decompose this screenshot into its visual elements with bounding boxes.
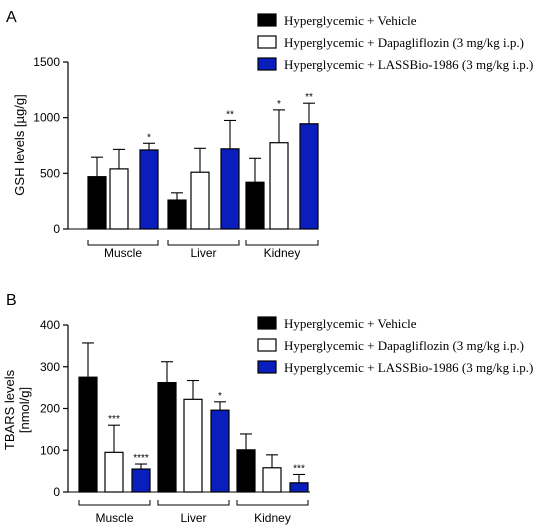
- bar: [289, 482, 309, 493]
- bar: [220, 148, 240, 230]
- bar: [157, 382, 177, 493]
- y-axis-label: TBARS levels[nmol/g]: [2, 369, 32, 450]
- legend-swatch: [257, 338, 277, 352]
- legend-label: Hyperglycemic + Vehicle: [284, 13, 417, 28]
- category-bracket: [245, 240, 319, 246]
- bar: [269, 142, 289, 230]
- bar: [183, 398, 203, 493]
- panel-label: A: [6, 9, 17, 26]
- y-axis-label-line: TBARS levels: [2, 369, 17, 450]
- y-tick-label: 500: [40, 166, 60, 180]
- legend-label: Hyperglycemic + Dapagliflozin (3 mg/kg i…: [284, 35, 524, 50]
- category-bracket: [167, 240, 240, 246]
- legend-swatch: [257, 316, 277, 330]
- y-tick-label: 0: [53, 485, 60, 499]
- significance-marker: **: [305, 92, 313, 103]
- legend-swatch: [257, 57, 277, 71]
- legend-label: Hyperglycemic + Dapagliflozin (3 mg/kg i…: [284, 338, 524, 353]
- legend-swatch: [257, 360, 277, 374]
- legend-swatch: [257, 35, 277, 49]
- category-bracket: [157, 500, 230, 506]
- category-label: Muscle: [104, 246, 142, 260]
- significance-marker: *: [218, 391, 222, 402]
- bar: [139, 149, 159, 230]
- bar: [262, 467, 282, 493]
- legend-swatch: [257, 13, 277, 27]
- significance-marker: **: [226, 109, 234, 120]
- y-axis-label-line: [nmol/g]: [17, 387, 32, 433]
- y-tick-label: 1000: [33, 111, 60, 125]
- bar: [299, 123, 319, 230]
- significance-marker: *: [277, 99, 281, 110]
- bar: [104, 451, 124, 493]
- y-tick-label: 0: [53, 222, 60, 236]
- y-tick-label: 300: [40, 360, 60, 374]
- significance-marker: ***: [108, 414, 120, 425]
- bar: [245, 181, 265, 230]
- category-label: Liver: [180, 511, 206, 525]
- category-label: Kidney: [264, 246, 301, 260]
- legend-label: Hyperglycemic + LASSBio-1986 (3 mg/kg i.…: [284, 360, 533, 375]
- legend-label: Hyperglycemic + LASSBio-1986 (3 mg/kg i.…: [284, 57, 533, 72]
- category-bracket: [87, 240, 159, 246]
- bar: [109, 168, 129, 230]
- y-tick-label: 1500: [33, 55, 60, 69]
- bar: [210, 409, 230, 493]
- y-tick-label: 100: [40, 443, 60, 457]
- bar: [190, 171, 210, 230]
- y-tick-label: 400: [40, 318, 60, 332]
- significance-marker: *: [147, 132, 151, 143]
- category-bracket: [236, 500, 309, 506]
- category-label: Liver: [190, 246, 216, 260]
- category-label: Kidney: [254, 511, 291, 525]
- bar: [87, 176, 107, 230]
- y-axis-label: GSH levels [µg/g]: [12, 94, 27, 195]
- significance-marker: ***: [293, 463, 305, 474]
- y-tick-label: 200: [40, 402, 60, 416]
- legend-label: Hyperglycemic + Vehicle: [284, 316, 417, 331]
- bar: [78, 376, 98, 493]
- significance-marker: ****: [133, 453, 149, 464]
- bar: [167, 199, 187, 230]
- panel-label: B: [6, 292, 17, 309]
- bar: [236, 449, 256, 493]
- category-label: Muscle: [95, 511, 133, 525]
- bar: [131, 468, 151, 493]
- category-bracket: [78, 500, 151, 506]
